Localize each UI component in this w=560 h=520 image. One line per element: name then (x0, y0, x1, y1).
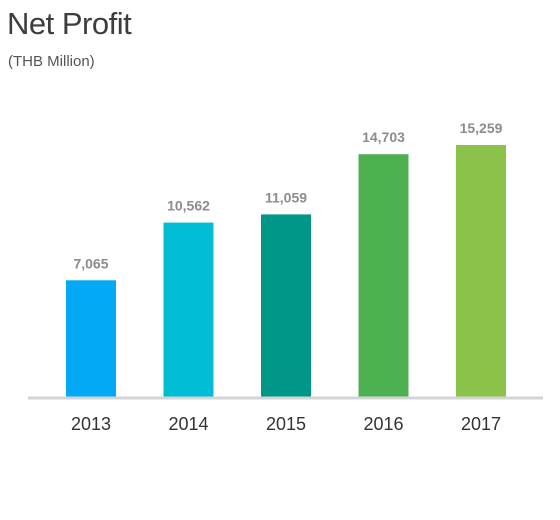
value-label-2014: 10,562 (167, 198, 210, 214)
x-tick-label-2014: 2014 (168, 414, 208, 434)
bar-2017 (456, 145, 506, 397)
chart-subtitle: (THB Million) (8, 53, 95, 70)
x-tick-label-2017: 2017 (461, 414, 501, 434)
bar-2014 (163, 222, 214, 397)
bar-2013 (66, 280, 116, 397)
value-label-2013: 7,065 (73, 255, 108, 271)
value-label-2017: 15,259 (460, 120, 503, 136)
bar-2015 (261, 214, 311, 397)
value-label-2015: 11,059 (265, 189, 307, 205)
bar-group (66, 145, 506, 397)
value-label-group: 7,065 10,562 11,059 14,703 15,259 (73, 120, 502, 271)
value-label-2016: 14,703 (362, 129, 405, 145)
x-tick-label-group: 2013 2014 2015 2016 2017 (71, 414, 501, 434)
x-tick-label-2015: 2015 (266, 414, 306, 434)
x-tick-label-2016: 2016 (363, 414, 403, 434)
chart-title: Net Profit (7, 6, 132, 41)
bar-2016 (358, 154, 409, 397)
x-tick-label-2013: 2013 (71, 414, 111, 434)
